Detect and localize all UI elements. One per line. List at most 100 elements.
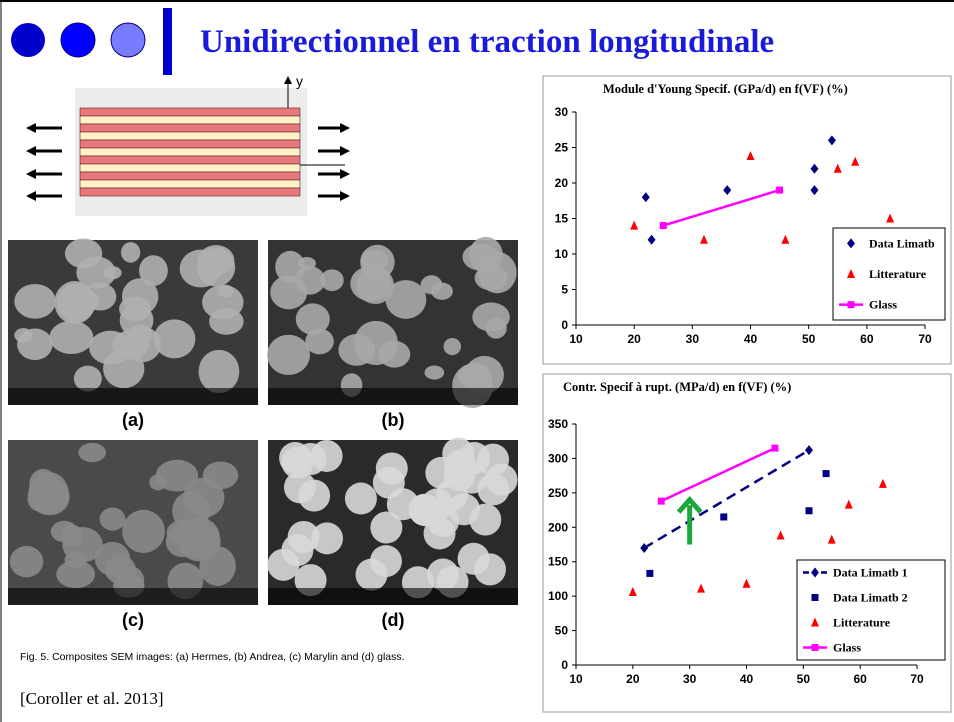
grain: [54, 281, 95, 324]
legend-label: Glass: [869, 298, 897, 312]
layer: [80, 172, 300, 180]
legend-label: Data Limatb 1: [833, 566, 908, 580]
grain: [14, 284, 55, 319]
grain: [122, 510, 165, 553]
chart-title: Contr. Specif à rupt. (MPa/d) en f(VF) (…: [563, 380, 791, 394]
layer: [80, 132, 300, 140]
grain: [197, 247, 235, 286]
layer: [80, 156, 300, 164]
x-tick-label: 10: [569, 332, 583, 346]
x-tick-label: 50: [797, 672, 811, 686]
slide: Unidirectionnel en traction longitudinal…: [0, 0, 954, 722]
y-tick-label: 25: [555, 141, 569, 155]
grain: [95, 542, 130, 576]
grain: [442, 438, 474, 470]
y-tick-label: 30: [555, 105, 569, 119]
y-tick-label: 250: [548, 486, 568, 500]
point: [823, 470, 830, 477]
chart-title: Module d'Young Specif. (GPa/d) en f(VF) …: [603, 82, 848, 96]
grain: [112, 330, 149, 359]
legend-marker: [812, 644, 819, 651]
grain: [421, 275, 443, 294]
grain: [209, 308, 244, 335]
axis-label: y: [296, 73, 303, 89]
grain: [121, 242, 140, 263]
grain: [10, 546, 44, 577]
dot: [61, 23, 95, 57]
scale-bar: [268, 388, 518, 405]
scale-bar: [8, 388, 258, 405]
grain: [444, 338, 461, 355]
grain: [100, 508, 126, 531]
dot: [111, 23, 145, 57]
layer: [80, 140, 300, 148]
slide-title: Unidirectionnel en traction longitudinal…: [200, 24, 774, 60]
title-bar: [163, 8, 172, 75]
image-label: (b): [382, 410, 405, 430]
grain: [376, 452, 408, 484]
grain: [14, 328, 32, 342]
grain: [356, 559, 388, 591]
grain: [478, 252, 517, 293]
chart-frame: [543, 374, 951, 712]
chart: Module d'Young Specif. (GPa/d) en f(VF) …: [543, 76, 951, 364]
layer: [80, 188, 300, 196]
grain: [474, 553, 506, 585]
grain: [311, 522, 343, 554]
layer: [80, 180, 300, 188]
y-tick-label: 150: [548, 555, 568, 569]
legend-label: Glass: [833, 641, 861, 655]
layer: [80, 108, 300, 116]
grain: [61, 525, 84, 547]
y-tick-label: 100: [548, 589, 568, 603]
y-tick-label: 300: [548, 451, 568, 465]
grain: [486, 464, 518, 496]
grain: [295, 443, 327, 475]
x-tick-label: 20: [627, 332, 641, 346]
grain: [78, 443, 106, 462]
point: [658, 498, 665, 505]
y-tick-label: 200: [548, 520, 568, 534]
y-tick-label: 5: [561, 283, 568, 297]
x-tick-label: 10: [569, 672, 583, 686]
grain: [436, 479, 468, 511]
grain: [295, 266, 325, 294]
y-tick-label: 15: [555, 212, 569, 226]
grain: [298, 480, 330, 512]
grain: [472, 303, 510, 332]
point: [660, 222, 667, 229]
x-tick-label: 50: [802, 332, 816, 346]
y-tick-label: 50: [555, 624, 569, 638]
grain: [408, 494, 440, 526]
y-tick-label: 350: [548, 417, 568, 431]
image-label: (c): [122, 610, 144, 630]
grain: [74, 366, 102, 392]
y-tick-label: 20: [555, 176, 569, 190]
grain: [386, 280, 427, 319]
grain: [103, 266, 121, 279]
x-tick-label: 40: [744, 332, 758, 346]
x-tick-label: 20: [626, 672, 640, 686]
legend-label: Data Limatb: [869, 236, 935, 250]
grain: [154, 319, 196, 358]
grain: [199, 350, 240, 393]
point: [720, 513, 727, 520]
grain: [424, 366, 444, 380]
grain: [56, 560, 95, 588]
x-tick-label: 70: [918, 332, 932, 346]
image-label: (d): [382, 610, 405, 630]
grain: [305, 329, 334, 355]
grain: [149, 474, 166, 490]
x-tick-label: 40: [740, 672, 754, 686]
layer: [80, 148, 300, 156]
grain: [354, 321, 398, 365]
layer: [80, 124, 300, 132]
grain: [267, 549, 299, 581]
x-tick-label: 60: [860, 332, 874, 346]
grain: [267, 335, 310, 375]
layer: [80, 164, 300, 172]
grain: [139, 255, 168, 286]
legend-label: Litterature: [833, 616, 891, 630]
legend-label: Data Limatb 2: [833, 591, 908, 605]
y-tick-label: 0: [561, 318, 568, 332]
